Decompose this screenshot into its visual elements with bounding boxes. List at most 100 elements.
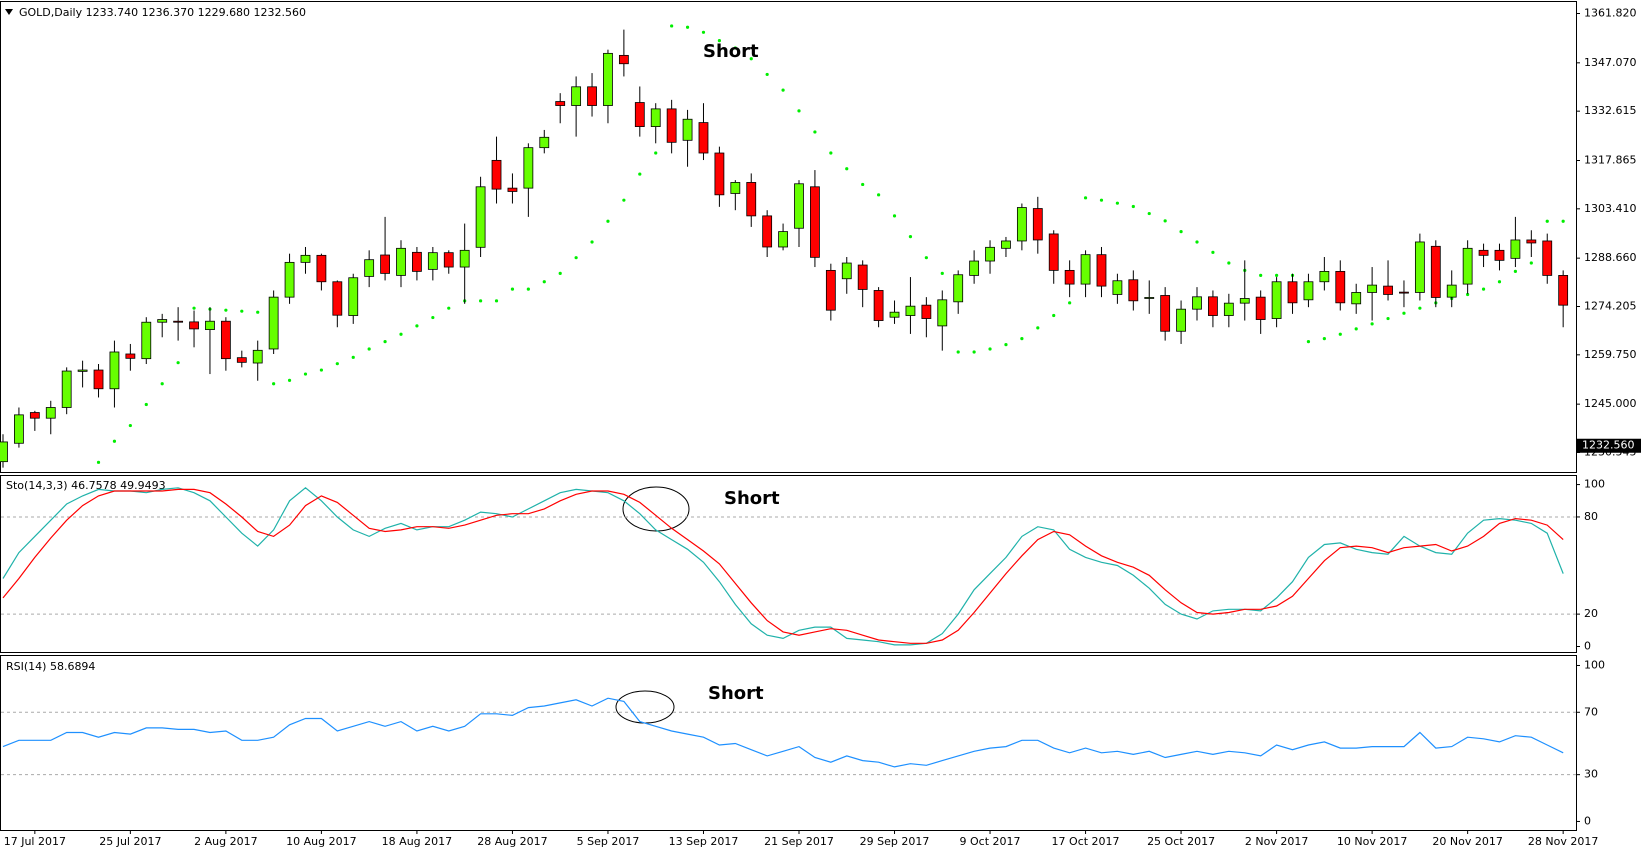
y-tick-label: 100 (1584, 478, 1605, 491)
candle-body (380, 254, 390, 274)
rsi-panel (0, 655, 1577, 831)
candle-body (618, 54, 629, 65)
candle-body (571, 86, 582, 106)
x-tick-label: 9 Oct 2017 (960, 835, 1021, 848)
candle-body (157, 319, 168, 323)
candle-body (1255, 296, 1266, 320)
y-tick-label: 1303.410 (1584, 202, 1637, 215)
candle-body (1383, 285, 1393, 295)
candle-body (1542, 240, 1553, 276)
candle-body (1414, 241, 1425, 293)
x-tick-label: 2 Aug 2017 (194, 835, 257, 848)
sar-dot (256, 310, 260, 314)
sar-dot (1099, 198, 1104, 202)
sar-dot (1370, 322, 1374, 326)
candle-body (666, 108, 677, 143)
candle-body (1494, 249, 1505, 261)
sar-dot (1163, 219, 1167, 223)
stochastic-panel (0, 475, 1577, 653)
sar-dot (351, 355, 355, 359)
candle-body (1144, 297, 1155, 299)
candle-body (778, 231, 788, 248)
last-price-box (1577, 438, 1641, 453)
candle-body (1223, 302, 1234, 316)
annotation: Short (703, 41, 759, 62)
sar-dot (176, 361, 180, 365)
candle-body (300, 254, 311, 263)
candle-body (1510, 239, 1521, 259)
sar-dot (924, 256, 928, 260)
sar-dot (701, 30, 706, 34)
sar-dot (877, 193, 881, 197)
sar-dot (272, 382, 276, 386)
y-tick-label: 1317.865 (1584, 153, 1637, 166)
candle-body (491, 159, 502, 190)
candle-body (985, 246, 995, 262)
candle-body (1303, 281, 1314, 301)
candle-body (332, 281, 343, 316)
candle-body (427, 252, 438, 270)
candle-body (1399, 291, 1409, 294)
sar-dot (319, 368, 323, 372)
indicator-line (2, 697, 1564, 768)
x-tick-label: 25 Oct 2017 (1147, 835, 1215, 848)
x-tick-label: 18 Aug 2017 (382, 835, 452, 848)
sar-dot (1020, 337, 1024, 341)
y-tick-label: 1332.615 (1584, 104, 1637, 117)
sar-dot (128, 423, 132, 428)
y-tick-label: 100 (1584, 658, 1605, 671)
candle-body (93, 369, 104, 390)
x-tick-label: 17 Oct 2017 (1052, 835, 1120, 848)
sar-dot (813, 130, 817, 134)
candle-body (1032, 208, 1043, 241)
candle-body (762, 215, 773, 248)
chart-title: GOLD,Daily 1233.740 1236.370 1229.680 12… (19, 6, 306, 19)
sar-dot (542, 280, 546, 284)
sar-dot (367, 347, 371, 351)
x-tick-label: 10 Nov 2017 (1337, 835, 1407, 848)
sar-dot (892, 214, 897, 218)
sar-dot (940, 271, 944, 275)
sar-dot (1052, 313, 1056, 318)
candle-body (969, 260, 980, 276)
candle-body (539, 136, 550, 149)
sar-dot (797, 109, 801, 113)
candle-body (921, 304, 932, 319)
y-tick-label: 1259.750 (1584, 348, 1637, 361)
sar-dot (829, 151, 833, 155)
sar-dot (192, 306, 196, 310)
candle-body (937, 299, 948, 327)
candle-body (1192, 296, 1202, 310)
candle-body (1271, 281, 1282, 319)
sar-dot (1211, 250, 1215, 254)
x-tick-label: 20 Nov 2017 (1432, 835, 1502, 848)
candle-body (45, 407, 56, 419)
highlight-ellipse (622, 486, 690, 532)
candle-body (1239, 298, 1250, 304)
candle-body (1016, 207, 1027, 242)
sar-dot (224, 308, 228, 312)
sar-dot (1354, 327, 1358, 331)
sar-dot (1529, 261, 1533, 265)
annotation: Short (708, 683, 764, 704)
sar-dot (574, 256, 578, 260)
sar-dot (510, 287, 515, 291)
x-tick-label: 2 Nov 2017 (1245, 835, 1308, 848)
indicator-line (2, 487, 1564, 646)
x-tick-label: 13 Sep 2017 (669, 835, 739, 848)
sar-dot (1131, 204, 1135, 209)
sar-dot (240, 309, 244, 313)
candle-body (1176, 308, 1186, 332)
candle-body (284, 261, 295, 298)
y-tick-label: 20 (1584, 607, 1598, 620)
candle-body (1208, 296, 1218, 316)
y-tick-label: 0 (1584, 640, 1591, 653)
sar-dot (638, 172, 642, 176)
sar-dot (1036, 326, 1040, 330)
candle-body (1048, 233, 1059, 271)
candle-body (1160, 295, 1171, 332)
candle-body (1080, 254, 1091, 285)
candle-body (1558, 275, 1569, 306)
candle-body (650, 108, 661, 127)
annotation: Short (724, 488, 780, 509)
